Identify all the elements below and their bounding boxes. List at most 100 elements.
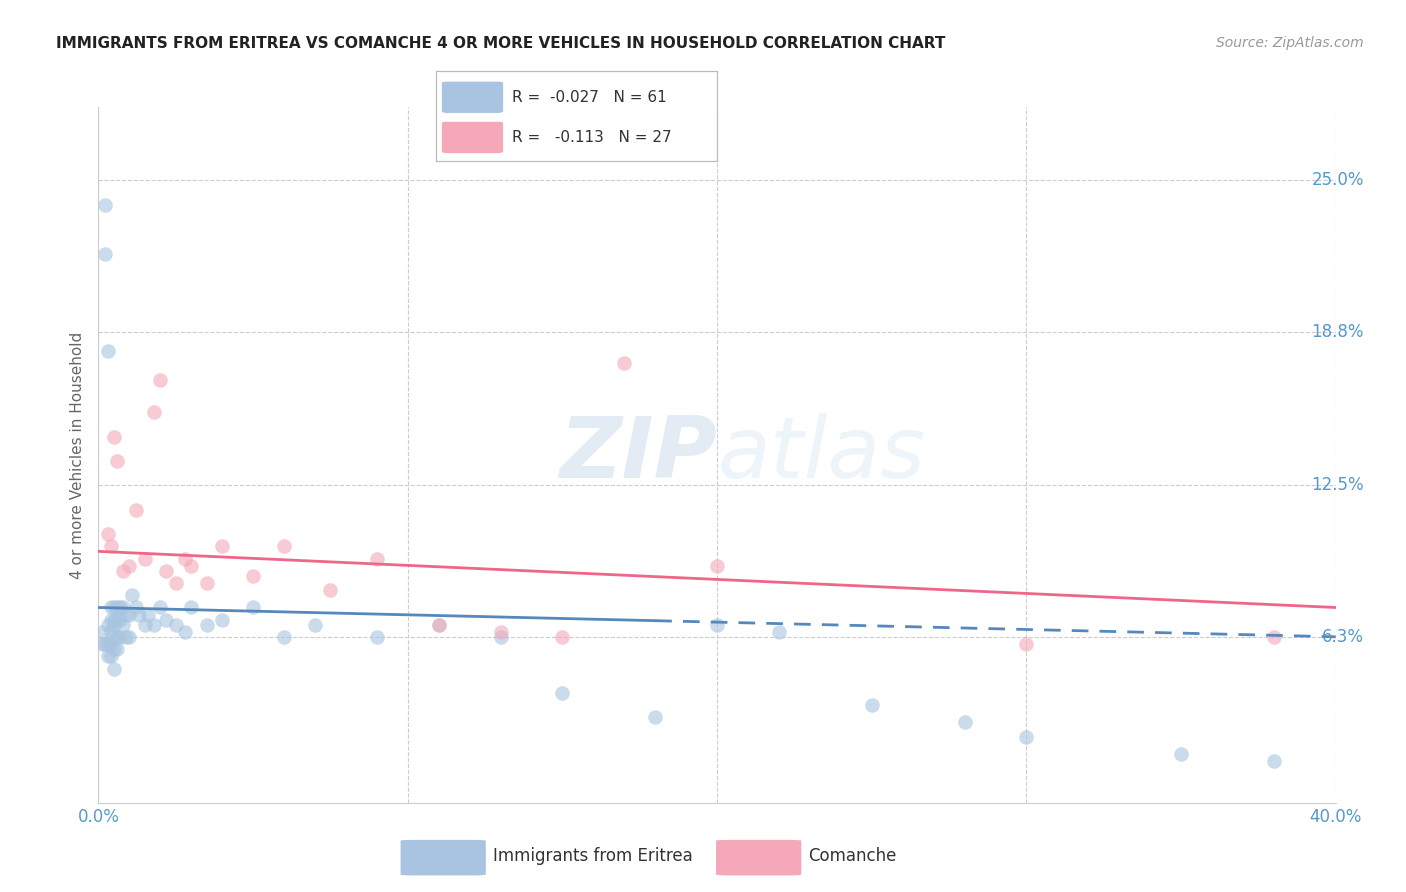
Point bbox=[105, 600, 128, 615]
Point bbox=[97, 527, 120, 541]
Text: Immigrants from Eritrea: Immigrants from Eritrea bbox=[492, 847, 692, 865]
Point bbox=[112, 600, 135, 615]
Point bbox=[953, 715, 976, 730]
Point bbox=[1015, 730, 1038, 744]
Point bbox=[97, 617, 120, 632]
Point bbox=[97, 344, 120, 359]
Point bbox=[149, 374, 172, 388]
Point bbox=[165, 617, 187, 632]
FancyBboxPatch shape bbox=[399, 839, 486, 876]
Text: atlas: atlas bbox=[717, 413, 925, 497]
Text: IMMIGRANTS FROM ERITREA VS COMANCHE 4 OR MORE VEHICLES IN HOUSEHOLD CORRELATION : IMMIGRANTS FROM ERITREA VS COMANCHE 4 OR… bbox=[56, 36, 946, 51]
Point bbox=[613, 356, 636, 370]
Point bbox=[93, 637, 115, 651]
Point bbox=[242, 600, 264, 615]
Point bbox=[180, 559, 202, 574]
Point bbox=[273, 630, 295, 644]
Point bbox=[366, 630, 388, 644]
Point bbox=[366, 551, 388, 566]
Point bbox=[165, 576, 187, 591]
Point bbox=[551, 630, 574, 644]
Point bbox=[706, 559, 728, 574]
Point bbox=[134, 551, 156, 566]
Point bbox=[108, 630, 131, 644]
Text: ZIP: ZIP bbox=[560, 413, 717, 497]
Point bbox=[143, 617, 166, 632]
Point bbox=[100, 540, 122, 554]
Point bbox=[427, 617, 450, 632]
Point bbox=[180, 600, 202, 615]
Text: Comanche: Comanche bbox=[808, 847, 897, 865]
Point bbox=[115, 630, 138, 644]
Point bbox=[644, 710, 666, 724]
Point bbox=[90, 637, 112, 651]
Point bbox=[97, 649, 120, 664]
Point bbox=[319, 583, 342, 598]
Point bbox=[155, 564, 177, 578]
Point bbox=[427, 617, 450, 632]
Point bbox=[118, 559, 141, 574]
Point bbox=[90, 624, 112, 639]
Point bbox=[97, 637, 120, 651]
Point bbox=[174, 624, 197, 639]
Point bbox=[242, 568, 264, 582]
Text: 12.5%: 12.5% bbox=[1312, 476, 1364, 494]
Point bbox=[211, 540, 233, 554]
Text: Source: ZipAtlas.com: Source: ZipAtlas.com bbox=[1216, 36, 1364, 50]
Point bbox=[195, 576, 218, 591]
FancyBboxPatch shape bbox=[441, 121, 503, 153]
Point bbox=[103, 600, 125, 615]
Point bbox=[706, 617, 728, 632]
Point bbox=[134, 617, 156, 632]
Point bbox=[105, 454, 128, 468]
Point bbox=[124, 600, 146, 615]
Y-axis label: 4 or more Vehicles in Household: 4 or more Vehicles in Household bbox=[70, 331, 86, 579]
Point bbox=[1015, 637, 1038, 651]
Point bbox=[100, 649, 122, 664]
Point bbox=[136, 607, 159, 622]
Point bbox=[100, 624, 122, 639]
Point bbox=[195, 617, 218, 632]
Point bbox=[100, 600, 122, 615]
Point bbox=[100, 613, 122, 627]
Point bbox=[489, 624, 512, 639]
Point bbox=[105, 630, 128, 644]
Point bbox=[124, 503, 146, 517]
Text: R =   -0.113   N = 27: R = -0.113 N = 27 bbox=[512, 130, 672, 145]
Point bbox=[103, 613, 125, 627]
Point bbox=[211, 613, 233, 627]
Point bbox=[103, 617, 125, 632]
Point bbox=[489, 630, 512, 644]
Point bbox=[1170, 747, 1192, 761]
FancyBboxPatch shape bbox=[441, 81, 503, 113]
Point bbox=[149, 600, 172, 615]
Point bbox=[115, 607, 138, 622]
Point bbox=[105, 613, 128, 627]
Point bbox=[174, 551, 197, 566]
Point bbox=[103, 429, 125, 443]
Point bbox=[103, 642, 125, 657]
Point bbox=[155, 613, 177, 627]
Point bbox=[273, 540, 295, 554]
FancyBboxPatch shape bbox=[716, 839, 801, 876]
Point bbox=[128, 607, 150, 622]
Text: R =  -0.027   N = 61: R = -0.027 N = 61 bbox=[512, 90, 666, 104]
Point bbox=[118, 607, 141, 622]
Point bbox=[551, 686, 574, 700]
Point bbox=[1263, 754, 1285, 768]
Text: 25.0%: 25.0% bbox=[1312, 171, 1364, 189]
Point bbox=[118, 630, 141, 644]
Point bbox=[143, 405, 166, 419]
Point bbox=[103, 630, 125, 644]
Point bbox=[860, 698, 883, 713]
Point bbox=[112, 617, 135, 632]
Point bbox=[108, 613, 131, 627]
Point bbox=[112, 564, 135, 578]
Text: 6.3%: 6.3% bbox=[1322, 628, 1364, 646]
Point bbox=[103, 661, 125, 675]
Point bbox=[93, 246, 115, 260]
Point bbox=[121, 588, 143, 602]
Point bbox=[108, 600, 131, 615]
Point bbox=[100, 637, 122, 651]
Point bbox=[1263, 630, 1285, 644]
